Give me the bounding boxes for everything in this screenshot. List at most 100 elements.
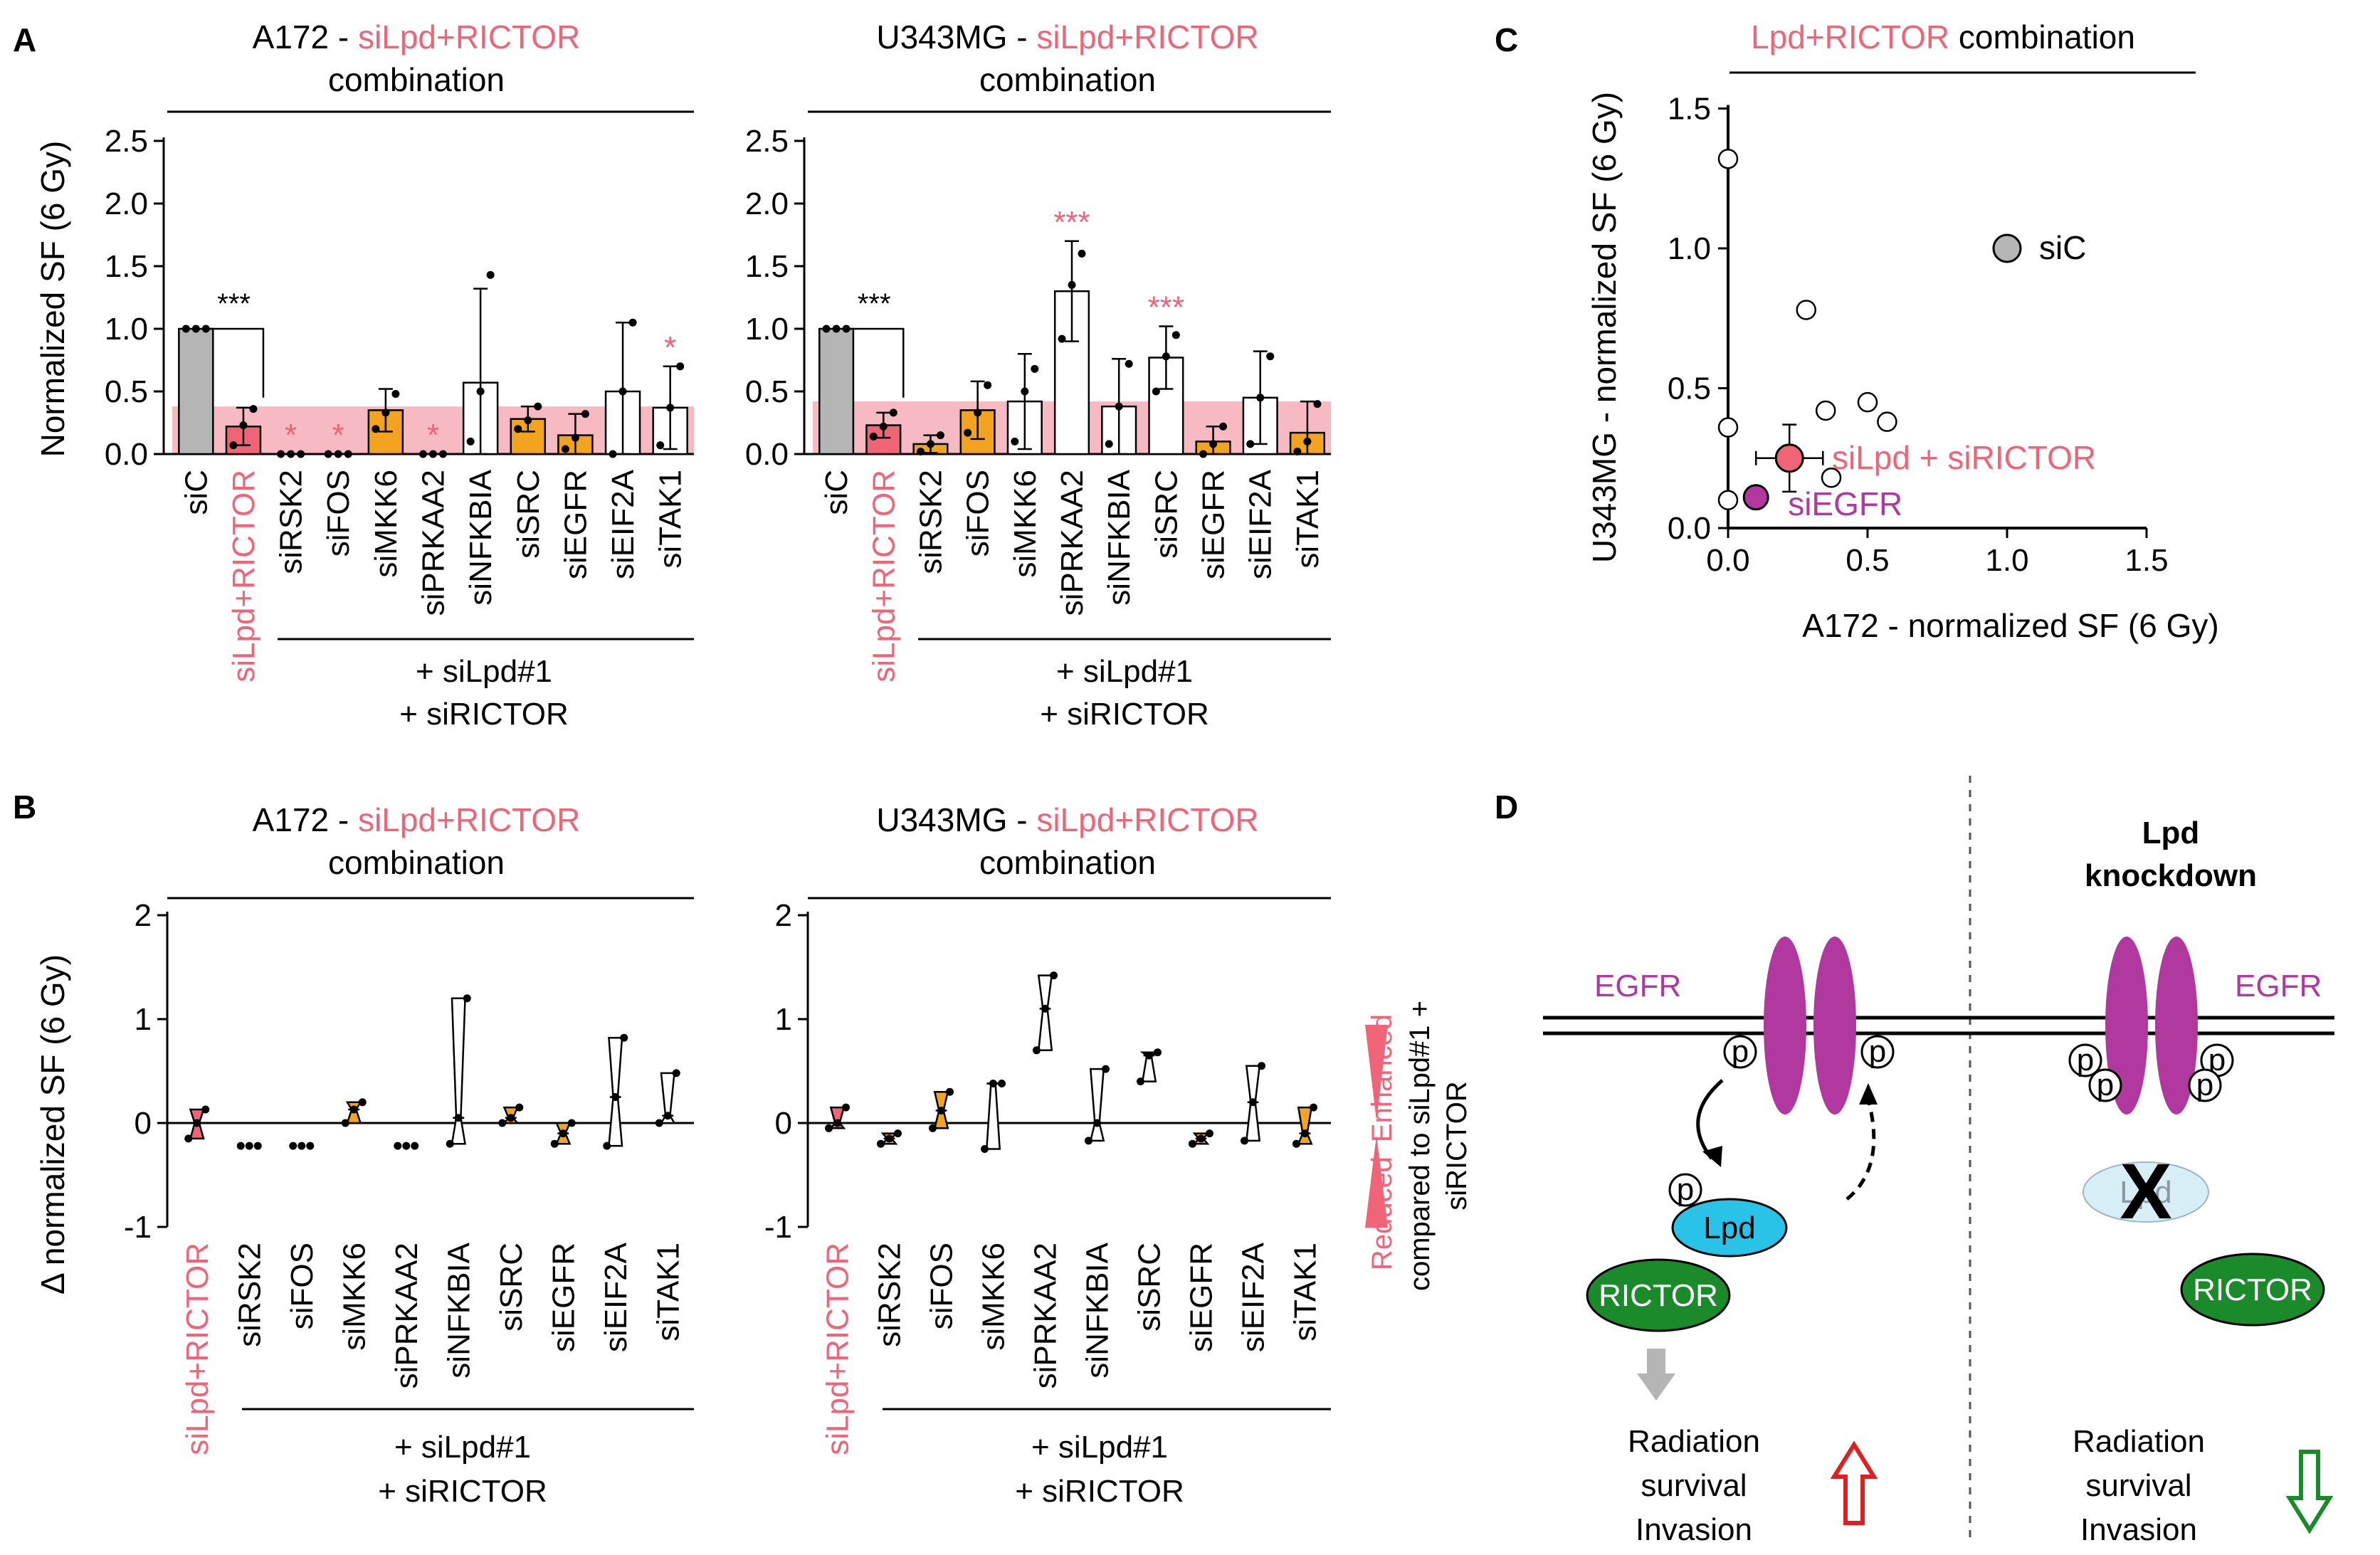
data-point — [341, 1119, 349, 1127]
data-point — [894, 1129, 902, 1138]
y-tick-label: 1 — [135, 1002, 152, 1037]
panel-c-title-rest: combination — [1949, 19, 2135, 56]
data-point — [981, 1145, 989, 1153]
data-point — [1078, 249, 1086, 258]
y-tick-label: 1 — [775, 1002, 792, 1037]
data-point — [1292, 1139, 1300, 1148]
category-label: siEGFR — [1184, 1243, 1219, 1352]
outcome-left-line1: Radiation — [1628, 1424, 1760, 1459]
data-point — [877, 1139, 885, 1148]
data-point — [466, 437, 475, 446]
y-tick-label: -1 — [124, 1210, 152, 1245]
data-point — [411, 1142, 419, 1150]
scatter-point — [1717, 490, 1739, 510]
rictor-label-left: RICTOR — [1599, 1278, 1718, 1313]
data-point — [889, 408, 897, 417]
data-point — [253, 1142, 262, 1150]
grey-arrow-head — [1637, 1374, 1675, 1401]
data-point — [1249, 1098, 1257, 1107]
y-tick-label: 1.5 — [745, 249, 789, 284]
category-label: siRSK2 — [274, 470, 309, 574]
significance-bracket — [209, 327, 265, 398]
data-point — [534, 402, 542, 411]
data-point — [463, 994, 471, 1003]
panel-a-right-group: + siLpd#1 + siRICTOR — [918, 638, 1331, 732]
x-tick-label: 1.0 — [1985, 543, 2028, 578]
data-point — [394, 1142, 402, 1150]
data-point — [998, 1080, 1006, 1088]
data-point — [936, 431, 944, 440]
data-point — [298, 1142, 306, 1150]
data-point — [1293, 447, 1302, 455]
category-label: siFOS — [285, 1243, 320, 1329]
category-label: siNFKBIA — [463, 469, 498, 605]
category-label: siEGFR — [1196, 470, 1231, 579]
data-point — [1041, 1004, 1049, 1013]
egfr-label-left: EGFR — [1594, 969, 1681, 1003]
data-point — [381, 408, 390, 417]
data-point — [822, 325, 831, 333]
category-label: siMKK6 — [369, 470, 404, 578]
panel-letter-a: A — [13, 21, 36, 58]
data-point — [1241, 1137, 1248, 1145]
data-point — [1115, 402, 1123, 411]
category-label: siTAK1 — [651, 1243, 685, 1341]
data-point — [1206, 1129, 1213, 1138]
outcome-right-line1: Radiation — [2073, 1424, 2205, 1459]
category-label: siNFKBIA — [1102, 469, 1137, 605]
y-tick-label: 0 — [135, 1106, 152, 1141]
category-label: siMKK6 — [1008, 470, 1043, 578]
panel-c-xlabel: A172 - normalized SF (6 Gy) — [1802, 607, 2218, 644]
panel-a-left-group: + siLpd#1 + siRICTOR — [278, 638, 694, 732]
y-tick-label: 1.5 — [1668, 92, 1711, 127]
lpd-label: Lpd — [1703, 1211, 1755, 1245]
panel-b-left-cell-line: A172 - — [253, 801, 358, 838]
y-tick-label: 0.0 — [105, 437, 148, 472]
panel-a-left-cell-line: A172 - — [253, 19, 358, 56]
data-point — [869, 432, 878, 441]
y-tick-label: 0.5 — [745, 374, 789, 409]
data-point — [349, 1105, 358, 1114]
y-tick-label: 1.0 — [105, 312, 148, 347]
compared-line1: compared to siLpd#1 + — [1404, 1001, 1436, 1291]
panel-b-left-title: A172 - siLpd+RICTOR combination — [167, 801, 694, 900]
data-point — [620, 1033, 628, 1042]
violin-shape — [1089, 1068, 1105, 1142]
panel-a-left-group-line1: + siLpd#1 — [416, 654, 552, 689]
data-point — [666, 404, 675, 412]
y-tick-label: 2.0 — [745, 186, 789, 221]
phospho-circle — [1860, 1035, 1895, 1069]
scatter-point — [1717, 417, 1739, 438]
egfr-receptor-right-b — [2155, 937, 2198, 1114]
data-point — [507, 1114, 515, 1122]
panel-b-right-group-line2: + siRICTOR — [1015, 1474, 1184, 1509]
data-point — [249, 405, 258, 413]
significance-label: * — [664, 330, 676, 365]
panel-b-left-group: + siLpd#1 + siRICTOR — [242, 1408, 694, 1509]
y-tick-label: 1.0 — [1668, 231, 1711, 266]
down-arrow-icon — [2285, 1450, 2334, 1534]
panel-a-left-title: A172 - siLpd+RICTOR combination — [167, 19, 694, 113]
solid-arrow — [1696, 1079, 1724, 1160]
panel-a-left-group-line2: + siRICTOR — [399, 697, 569, 732]
svg-text:A172 - siLpd+RICTOR: A172 - siLpd+RICTOR — [253, 801, 581, 838]
egfr-receptor-left-a — [1764, 937, 1806, 1114]
x-tick-label: 0.5 — [1845, 543, 1889, 578]
data-point — [476, 387, 485, 396]
violin-shape — [451, 997, 466, 1145]
rictor-complex-right — [2180, 1253, 2325, 1327]
data-point — [842, 325, 851, 333]
panel-c-title-colored: Lpd+RICTOR — [1751, 19, 1949, 56]
panel-a-right-treatment: siLpd+RICTOR — [1036, 19, 1258, 56]
category-label: siRSK2 — [873, 1243, 907, 1347]
category-label: siEIF2A — [1243, 469, 1278, 579]
data-point — [1199, 450, 1208, 458]
panel-b-right-group: + siLpd#1 + siRICTOR — [883, 1408, 1331, 1509]
data-point — [1310, 1103, 1317, 1112]
data-point — [984, 381, 992, 389]
y-tick-label: 1.0 — [745, 312, 789, 347]
data-point — [609, 450, 617, 458]
scatter-point — [1717, 148, 1739, 169]
significance-bracket — [849, 327, 905, 398]
data-point — [277, 450, 285, 458]
